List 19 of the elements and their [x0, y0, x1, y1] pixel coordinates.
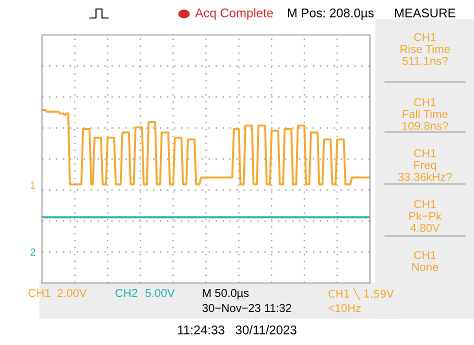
text: CH1 ╲ 1.59V	[328, 288, 394, 300]
text: 5.00V	[145, 288, 175, 298]
text: 30−Nov−23 11:32	[202, 304, 292, 312]
text: M Pos: 208.0µs	[288, 8, 374, 20]
text: CH1 Rise Time 511.1ns?	[400, 33, 450, 65]
text: CH1 Fall Time 109.8ns?	[402, 98, 448, 130]
text: 11:24:33 30/11/2023	[178, 325, 296, 334]
text: CH1 Pk−Pk 4.80V	[409, 200, 442, 232]
text: M 50.0µs	[202, 288, 249, 300]
text: CH1 None	[412, 251, 438, 271]
text: 2.00V	[58, 288, 87, 298]
text: Acq Complete	[195, 8, 273, 20]
text: 2	[30, 248, 36, 256]
text: CH1 Freq 33.36kHz?	[398, 149, 452, 181]
text: 1	[30, 182, 36, 189]
text: CH2	[116, 288, 138, 298]
text: <10Hz	[328, 304, 361, 312]
text: MEASURE	[395, 8, 456, 18]
text: CH1	[28, 288, 50, 298]
